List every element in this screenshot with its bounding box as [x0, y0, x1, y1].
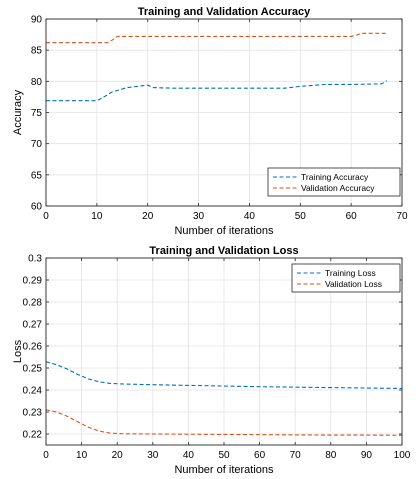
y-tick-label: 0.25	[23, 364, 43, 375]
x-tick-label: 10	[91, 211, 103, 222]
legend-label-1: Training Accuracy	[301, 172, 369, 182]
y-tick-label: 85	[31, 46, 43, 57]
x-tick-label: 60	[254, 450, 266, 461]
x-tick-label: 0	[43, 211, 49, 222]
y-tick-label: 75	[31, 108, 43, 119]
chart-title: Training and Validation Accuracy	[138, 6, 311, 18]
x-tick-label: 70	[396, 211, 408, 222]
x-tick-label: 0	[43, 450, 49, 461]
series-line-1	[45, 361, 403, 390]
chart-title: Training and Validation Loss	[149, 245, 298, 257]
series-line-2	[46, 32, 387, 44]
x-tick-label: 40	[244, 211, 256, 222]
x-tick-label: 20	[112, 450, 124, 461]
x-tick-label: 20	[142, 211, 154, 222]
legend-box	[291, 263, 401, 293]
y-tick-label: 0.26	[23, 342, 43, 353]
x-tick-label: 70	[290, 450, 302, 461]
legend-label-2: Validation Loss	[325, 279, 382, 289]
y-tick-label: 60	[31, 202, 43, 213]
y-tick-label: 0.23	[23, 408, 43, 419]
y-tick-label: 65	[31, 170, 43, 181]
x-tick-label: 100	[394, 450, 411, 461]
legend-label-2: Validation Accuracy	[301, 183, 375, 193]
chart-1: 0 10 20 30 40 50 60 70 60 65 70 75 80 85 90 Training an…	[12, 6, 408, 237]
y-tick-label: 0.28	[23, 298, 43, 309]
x-axis-label: Number of iterations	[174, 225, 274, 237]
y-tick-label: 80	[31, 77, 43, 88]
y-tick-label: 70	[31, 139, 43, 150]
x-axis-label: Number of iterations	[174, 464, 274, 476]
series-line-1	[46, 80, 388, 102]
legend-box	[267, 167, 401, 197]
x-tick-label: 80	[325, 450, 337, 461]
x-tick-label: 40	[183, 450, 195, 461]
y-tick-label: 0.24	[23, 386, 43, 397]
y-tick-label: 0.3	[28, 254, 42, 265]
x-tick-label: 90	[361, 450, 373, 461]
y-tick-label: 90	[31, 15, 43, 26]
x-tick-label: 60	[346, 211, 358, 222]
x-tick-label: 50	[295, 211, 307, 222]
plot-frame	[45, 18, 403, 207]
y-tick-label: 0.29	[23, 276, 43, 287]
x-tick-label: 30	[147, 450, 159, 461]
plot-frame	[45, 257, 403, 446]
x-tick-label: 50	[218, 450, 230, 461]
y-axis-label: Loss	[12, 339, 24, 363]
y-axis-label: Accuracy	[12, 89, 24, 135]
series-line-2	[45, 409, 403, 436]
chart-2: 0 10 20 30 40 50 60 70 80 90 100 0.22 0.23 0.24 0.25 0.…	[12, 245, 411, 476]
y-tick-label: 0.22	[23, 430, 43, 441]
legend-label-1: Training Loss	[325, 268, 376, 278]
x-tick-label: 10	[76, 450, 88, 461]
y-tick-label: 0.27	[23, 320, 43, 331]
x-tick-label: 30	[193, 211, 205, 222]
